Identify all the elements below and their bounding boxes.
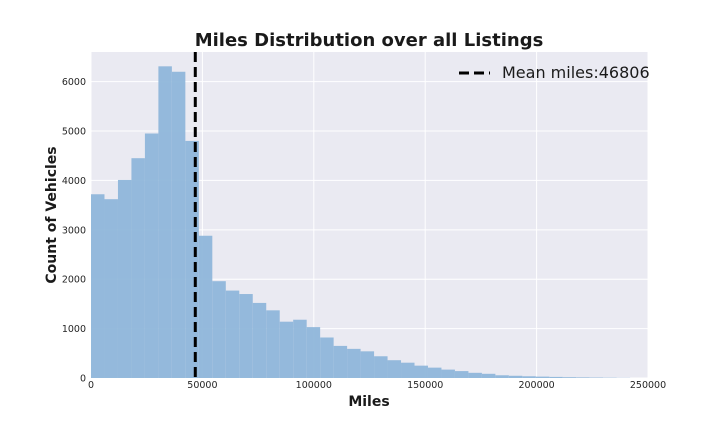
histogram-bar [468,372,482,378]
y-tick-label: 5000 [62,127,86,138]
y-tick-label: 4000 [62,176,86,187]
histogram-bar [481,373,496,378]
histogram-bar [549,376,563,378]
histogram-bar [225,290,240,378]
histogram-bar [333,345,348,378]
histogram-bar [495,375,509,378]
histogram-bar [508,375,523,378]
histogram-bar [212,281,226,378]
histogram-bar [427,367,442,378]
histogram-bar [104,199,118,378]
histogram-bar [252,302,267,378]
histogram-bar [360,351,375,378]
histogram-bar [562,377,577,378]
legend: Mean miles:46806 [459,63,650,82]
histogram-bar [158,66,172,378]
histogram-bar [387,360,402,378]
x-tick-label: 200000 [518,380,554,391]
y-tick-labels: 0 1000 2000 3000 4000 5000 6000 [62,77,86,384]
histogram-bar [293,319,307,378]
x-tick-label: 50000 [187,380,217,391]
x-axis-label: Miles [348,394,389,410]
x-tick-label: 0 [88,380,94,391]
histogram-bar [414,365,428,378]
y-tick-label: 3000 [62,225,86,236]
histogram-bar [117,179,132,378]
histogram-bar [239,294,253,378]
y-tick-label: 2000 [62,275,86,286]
chart-title: Miles Distribution over all Listings [195,30,544,51]
histogram-bar [266,310,280,378]
x-tick-label: 100000 [296,380,332,391]
histogram-bar [171,71,186,379]
x-tick-label: 250000 [630,380,666,391]
histogram-bar [522,376,536,378]
histogram-bar [198,235,213,378]
histogram-bar [347,348,361,378]
histogram-bar [535,376,550,378]
histogram-bars [91,66,631,379]
histogram-bar [279,321,294,378]
histogram-bar [131,158,145,378]
histogram-bar [374,356,388,378]
y-tick-label: 0 [80,374,86,385]
histogram-bar [454,371,469,378]
histogram-bar [306,327,321,378]
y-tick-label: 1000 [62,324,86,335]
histogram-bar [576,377,590,378]
histogram-bar [401,362,415,378]
histogram-bar [320,337,334,378]
histogram-bar [91,194,105,378]
histogram-bar [144,133,159,378]
y-axis-label: Count of Vehicles [44,146,60,283]
legend-mean-label: Mean miles:46806 [502,63,650,82]
histogram-bar [185,140,199,378]
y-tick-label: 6000 [62,77,86,88]
histogram-bar [441,369,455,378]
x-tick-labels: 0 50000 100000 150000 200000 250000 [88,380,666,391]
x-tick-label: 150000 [407,380,443,391]
